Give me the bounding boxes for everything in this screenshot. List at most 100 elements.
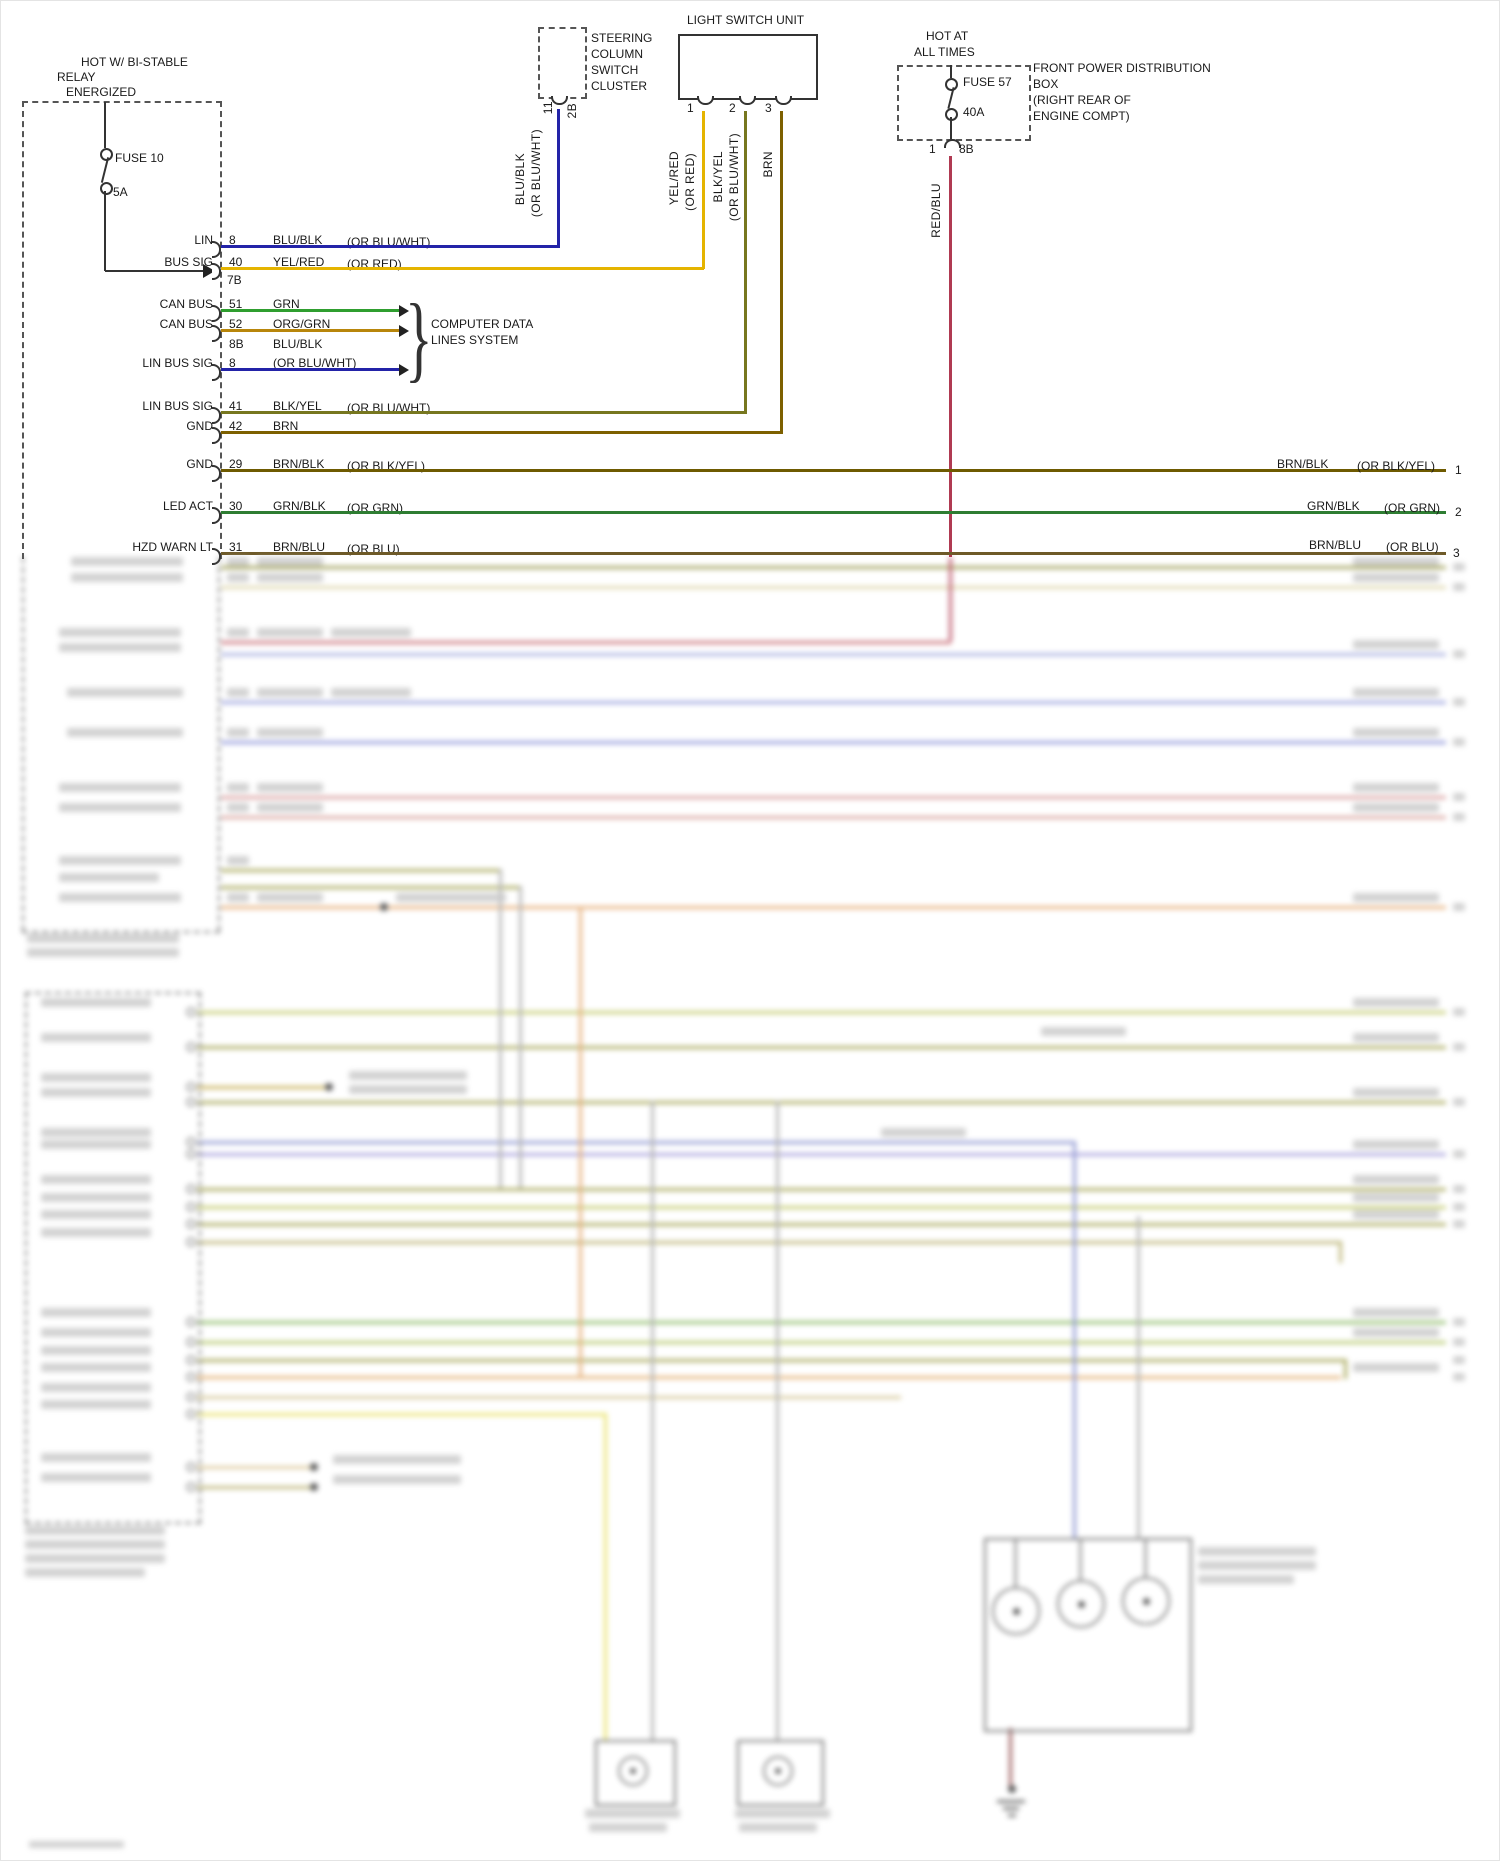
light-switch-box — [678, 34, 818, 100]
blurred-wire — [197, 1376, 1341, 1379]
blurred-lamp-symbol — [186, 1219, 196, 1229]
blurred-component-box — [595, 1740, 676, 1806]
blurred-wire — [197, 1141, 1075, 1144]
wire-yel-red-label: YEL/RED — [667, 151, 681, 206]
blurred-junction-dot — [310, 1463, 318, 1471]
pin-row-left-label: HZD WARN LT — [132, 540, 213, 554]
blurred-junction-dot — [380, 903, 388, 911]
blurred-lamp-symbol — [186, 1149, 196, 1159]
relay-header-line1: HOT W/ BI-STABLE — [81, 55, 188, 69]
light-switch-title: LIGHT SWITCH UNIT — [687, 13, 805, 27]
wire-blu-blk — [221, 245, 559, 248]
blurred-text — [331, 688, 411, 697]
blurred-text — [227, 856, 249, 865]
blurred-text — [59, 856, 181, 865]
power-box-pin: 1 — [929, 142, 936, 156]
blurred-text — [1353, 688, 1439, 697]
pin-row-left-label: LIN BUS SIG — [142, 399, 213, 413]
blurred-text — [41, 1140, 151, 1149]
blurred-wire — [197, 1086, 331, 1089]
blurred-wire — [197, 1396, 901, 1399]
blurred-text — [1453, 1220, 1465, 1228]
wire-yel-red-alt-label: (OR RED) — [683, 153, 697, 211]
pin-number: 51 — [229, 297, 243, 311]
pin-number: 30 — [229, 499, 243, 513]
wire-brn-label: BRN — [761, 151, 775, 178]
blurred-wire — [1344, 1359, 1347, 1379]
power-box-desc-line4: ENGINE COMPT) — [1033, 109, 1130, 123]
blurred-text — [71, 573, 183, 582]
blurred-wire — [197, 1046, 1446, 1049]
blurred-text — [1353, 557, 1439, 566]
pin-notch — [212, 263, 221, 280]
blurred-text — [1353, 998, 1439, 1007]
blurred-lamp-symbol — [186, 1337, 196, 1347]
blurred-text — [1453, 1373, 1465, 1381]
steering-connector-label: 2B — [565, 103, 579, 119]
pin-number: 42 — [229, 419, 243, 433]
blurred-text — [1353, 1140, 1439, 1149]
blurred-text — [1453, 1318, 1465, 1326]
blurred-wire — [197, 1188, 1446, 1191]
blurred-text — [257, 783, 323, 792]
blurred-wire — [1009, 1728, 1012, 1788]
blurred-text — [67, 688, 183, 697]
blurred-text — [257, 803, 323, 812]
wire-name: GRN — [273, 297, 300, 311]
blurred-text — [41, 1328, 151, 1337]
blurred-text — [1453, 563, 1465, 571]
wire-blu-blk-2 — [221, 368, 399, 371]
wire-red-blu-vertical — [949, 156, 952, 557]
blurred-wire — [197, 1321, 1446, 1324]
blurred-text — [25, 1526, 165, 1535]
wire-name: BLU/BLK — [273, 233, 323, 247]
blurred-text — [1353, 1328, 1439, 1337]
blurred-lamp-symbol — [186, 1482, 196, 1492]
pin-row-left-label: GND — [186, 457, 213, 471]
power-box-desc-line2: BOX — [1033, 77, 1059, 91]
wire-name: BLK/YEL — [273, 399, 322, 413]
blurred-text — [333, 1475, 461, 1484]
blurred-text — [589, 1823, 667, 1832]
fuse57-feed-wire — [950, 65, 952, 78]
blurred-wire — [197, 1241, 1341, 1244]
pin-notch — [212, 465, 221, 482]
power-box-header-line2: ALL TIMES — [914, 45, 975, 59]
wire-blk-yel-label: BLK/YEL — [711, 151, 725, 203]
blurred-text — [41, 1473, 151, 1482]
wire-name: (OR BLU/WHT) — [273, 356, 357, 370]
blurred-text — [41, 1346, 151, 1355]
blurred-text — [1453, 698, 1465, 706]
fuse10-feed-wire — [104, 102, 106, 148]
blurred-text — [67, 728, 183, 737]
blurred-wire — [519, 886, 522, 1188]
pin-number: 8B — [229, 337, 244, 351]
pin-number: 8 — [229, 233, 236, 247]
blurred-wire — [221, 816, 1446, 819]
blurred-wire — [197, 1223, 1446, 1226]
blurred-text — [41, 1400, 151, 1409]
pin-notch — [212, 407, 221, 424]
blurred-text — [1453, 1185, 1465, 1193]
blurred-lamp-symbol — [186, 1409, 196, 1419]
blurred-wire — [197, 1206, 1446, 1209]
blurred-text — [25, 1568, 145, 1577]
pin-notch — [212, 427, 221, 444]
blurred-ground-bar — [997, 1800, 1025, 1803]
blurred-text — [1041, 1027, 1126, 1036]
blurred-wire — [221, 701, 1446, 704]
pin-number: 31 — [229, 540, 243, 554]
wire-name-right: GRN/BLK — [1307, 499, 1360, 513]
blurred-lamp-symbol — [186, 1355, 196, 1365]
pin-row-left-label: LIN — [194, 233, 213, 247]
blurred-text — [227, 688, 249, 697]
blurred-wire — [1073, 1141, 1076, 1540]
blurred-text — [349, 1085, 467, 1094]
steering-label-line4: CLUSTER — [591, 79, 648, 93]
blurred-lamp-symbol — [186, 1097, 196, 1107]
blurred-text — [41, 1363, 151, 1372]
blurred-wire — [221, 653, 1446, 656]
blurred-junction-dot — [775, 1768, 781, 1774]
blurred-text — [1353, 1193, 1439, 1202]
power-box-connector-label: 8B — [959, 142, 974, 156]
